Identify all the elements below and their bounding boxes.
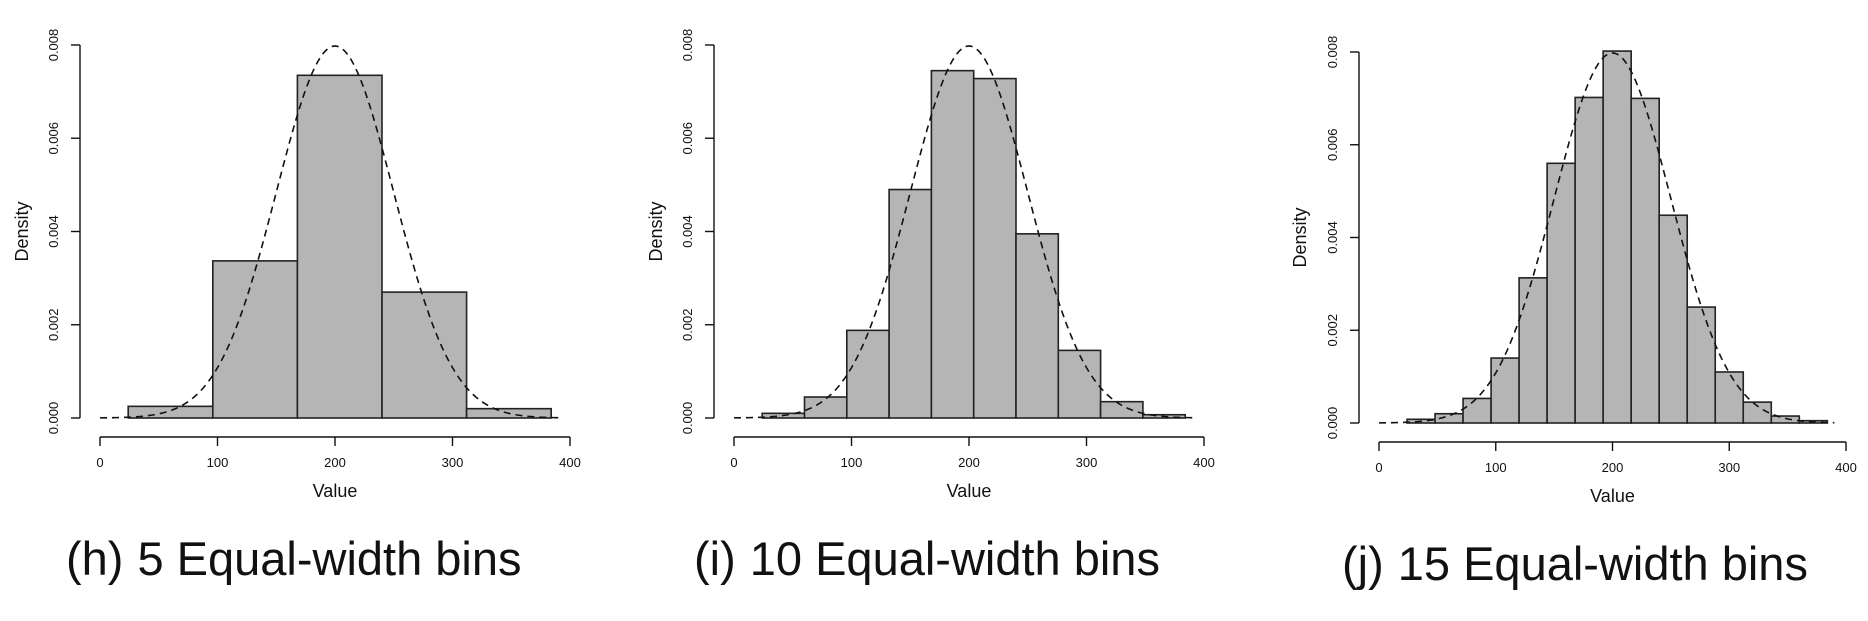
histogram-bar	[846, 329, 890, 419]
caption-h: (h) 5 Equal-width bins	[66, 535, 522, 582]
histogram-panel-i: 0 100 200 300 400 Value 0.000 0.002 0.004 0.006 0.…	[634, 0, 1234, 621]
x-tick-label: 400	[1193, 455, 1215, 470]
x-tick-label: 400	[559, 455, 581, 470]
histogram-bar	[972, 77, 1017, 419]
histogram-bar	[296, 74, 383, 419]
histogram-bar	[1686, 306, 1717, 424]
caption-tag: (j)	[1342, 537, 1384, 590]
y-axis-label: Density	[12, 201, 32, 261]
histogram-15-bins: 0 100 200 300 400 Value 0.000 0.002 0.004 0.006 0.…	[1290, 36, 1857, 506]
y-tick-label: 0.000	[46, 402, 61, 435]
x-tick-label: 200	[958, 455, 980, 470]
histogram-bar	[1574, 96, 1604, 424]
y-tick-label: 0.006	[1325, 128, 1340, 161]
histogram-bar	[1770, 415, 1801, 424]
x-tick-label: 100	[207, 455, 229, 470]
histogram-bar	[1546, 162, 1576, 424]
x-tick-label: 0	[730, 455, 737, 470]
histogram-panel-j: 0 100 200 300 400 Value 0.000 0.002 0.004 0.006 0.…	[1266, 0, 1866, 621]
density-curve	[733, 45, 1193, 419]
histogram-panel-h: 0 100 200 300 400 Value 0.000 0.002 0.004 0.006 0.…	[0, 0, 600, 621]
histogram-bar	[1490, 357, 1520, 424]
histogram-bar	[1630, 97, 1660, 424]
y-tick-label: 0.004	[680, 215, 695, 248]
y-axis-label: Density	[646, 201, 666, 261]
y-tick-label: 0.002	[680, 308, 695, 341]
histogram-bar	[1658, 214, 1689, 424]
histogram-bar	[1015, 233, 1060, 419]
histogram-10-bins: 0 100 200 300 400 Value 0.000 0.002 0.004 0.006 0.…	[646, 29, 1215, 501]
x-tick-label: 0	[1375, 460, 1382, 475]
x-axis-label: Value	[1590, 486, 1635, 506]
histogram-bar	[1462, 397, 1492, 424]
y-tick-label: 0.006	[680, 122, 695, 155]
y-tick-label: 0.002	[1325, 314, 1340, 347]
y-tick-label: 0.002	[46, 308, 61, 341]
histogram-5-bins: 0 100 200 300 400 Value 0.000 0.002 0.004 0.006 0.…	[12, 29, 581, 501]
y-tick-label: 0.000	[680, 402, 695, 435]
y-tick-label: 0.008	[1325, 36, 1340, 69]
x-tick-label: 0	[96, 455, 103, 470]
histogram-bar	[1714, 371, 1745, 424]
y-axis-label: Density	[1290, 207, 1310, 267]
caption-i: (i) 10 Equal-width bins	[694, 535, 1160, 582]
y-tick-label: 0.004	[1325, 221, 1340, 254]
histogram-bar	[888, 188, 933, 419]
histogram-bar	[1742, 401, 1773, 424]
histogram-bar	[1057, 349, 1102, 419]
x-tick-label: 400	[1835, 460, 1857, 475]
caption-tag: (i)	[694, 532, 736, 585]
x-tick-label: 200	[324, 455, 346, 470]
y-tick-label: 0.008	[46, 29, 61, 62]
density-curve	[1378, 52, 1835, 424]
y-tick-label: 0.000	[1325, 407, 1340, 440]
caption-j: (j) 15 Equal-width bins	[1342, 540, 1808, 587]
caption-text: 15 Equal-width bins	[1397, 537, 1808, 590]
x-tick-label: 200	[1602, 460, 1624, 475]
x-tick-label: 100	[841, 455, 863, 470]
y-tick-label: 0.006	[46, 122, 61, 155]
caption-text: 5 Equal-width bins	[137, 532, 522, 585]
x-tick-label: 100	[1485, 460, 1507, 475]
density-curve	[99, 45, 559, 419]
histogram-bar	[1099, 400, 1144, 419]
caption-text: 10 Equal-width bins	[749, 532, 1160, 585]
histogram-bar	[381, 291, 468, 419]
y-tick-label: 0.008	[680, 29, 695, 62]
x-axis-label: Value	[947, 481, 992, 501]
histogram-bar	[212, 260, 299, 419]
y-tick-label: 0.004	[46, 215, 61, 248]
histogram-bar	[1518, 277, 1548, 424]
histogram-bar	[1602, 50, 1632, 424]
caption-tag: (h)	[66, 532, 124, 585]
x-tick-label: 300	[1718, 460, 1740, 475]
x-tick-label: 300	[442, 455, 464, 470]
x-tick-label: 300	[1076, 455, 1098, 470]
x-axis-label: Value	[313, 481, 358, 501]
histogram-bar	[930, 69, 975, 419]
